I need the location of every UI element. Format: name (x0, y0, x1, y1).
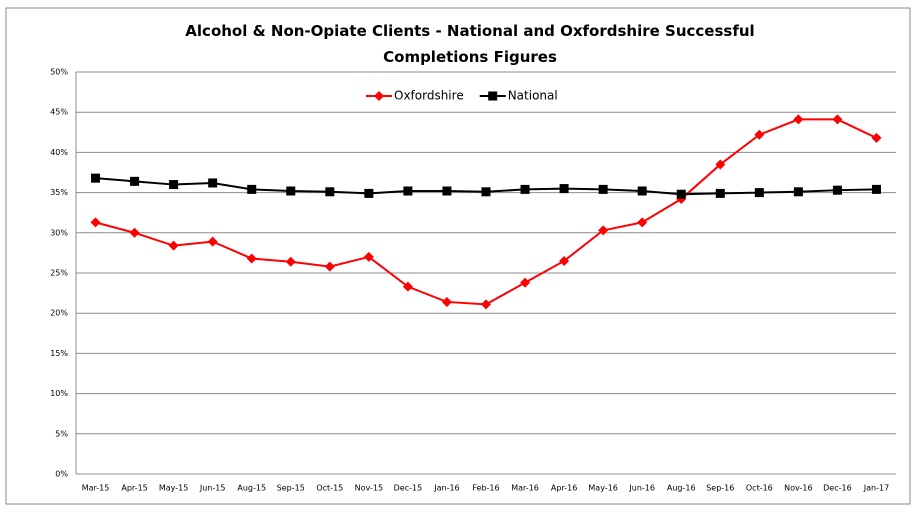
y-tick-label: 0% (55, 470, 68, 479)
marker (832, 185, 842, 195)
x-tick-label: May-16 (588, 484, 617, 493)
marker (793, 187, 803, 197)
chart-title: Alcohol & Non-Opiate Clients - National … (185, 22, 755, 66)
marker (247, 184, 257, 194)
marker (325, 187, 335, 197)
y-tick-label: 50% (50, 68, 68, 77)
x-tick-label: Dec-16 (823, 484, 852, 493)
x-tick-label: Jan-16 (433, 484, 459, 493)
marker (559, 184, 569, 194)
x-tick-label: Aug-16 (667, 484, 696, 493)
marker (441, 296, 452, 307)
x-tick-label: Oct-15 (316, 484, 343, 493)
chart-frame (5, 7, 911, 505)
y-tick-label: 40% (50, 148, 68, 157)
marker (793, 114, 804, 125)
marker (754, 188, 764, 198)
x-tick-label: Jun-15 (199, 484, 226, 493)
x-tick-label: Jun-16 (628, 484, 655, 493)
marker (208, 178, 218, 188)
legend-label: National (508, 89, 558, 103)
x-tick-label: Sep-15 (277, 484, 305, 493)
marker (871, 132, 882, 143)
x-tick-label: Oct-16 (746, 484, 773, 493)
marker (364, 188, 374, 198)
y-tick-label: 15% (50, 349, 68, 358)
marker (90, 217, 101, 228)
marker (285, 256, 296, 267)
marker (129, 227, 140, 238)
y-tick-label: 20% (50, 309, 68, 318)
marker (403, 186, 413, 196)
marker (324, 261, 335, 272)
x-tick-label: Mar-15 (82, 484, 110, 493)
x-tick-label: Feb-16 (472, 484, 499, 493)
marker (481, 187, 491, 197)
marker (442, 186, 452, 196)
marker (246, 253, 257, 264)
marker (169, 180, 179, 190)
y-tick-label: 35% (50, 188, 68, 197)
marker (402, 281, 413, 292)
y-tick-label: 5% (55, 429, 68, 438)
legend-marker (374, 91, 384, 101)
y-tick-label: 25% (50, 269, 68, 278)
marker (754, 129, 765, 140)
marker (168, 240, 179, 251)
marker (559, 255, 570, 266)
x-tick-label: Dec-15 (394, 484, 423, 493)
x-tick-label: Jan-17 (863, 484, 889, 493)
marker (676, 189, 686, 199)
x-tick-label: Sep-16 (706, 484, 734, 493)
x-tick-label: Apr-15 (121, 484, 147, 493)
marker (363, 251, 374, 262)
marker (130, 176, 140, 186)
marker (637, 217, 648, 228)
marker (715, 159, 726, 170)
legend-label: Oxfordshire (394, 89, 464, 103)
y-tick-label: 30% (50, 228, 68, 237)
y-tick-label: 10% (50, 389, 68, 398)
x-tick-label: Aug-15 (237, 484, 266, 493)
marker (91, 173, 101, 183)
x-tick-label: Apr-16 (551, 484, 577, 493)
x-tick-label: Nov-16 (784, 484, 812, 493)
marker (832, 114, 843, 125)
marker (715, 188, 725, 198)
marker (598, 225, 609, 236)
marker (520, 277, 531, 288)
marker (520, 184, 530, 194)
marker (481, 299, 491, 310)
legend-marker (488, 91, 498, 101)
x-tick-label: May-15 (159, 484, 188, 493)
marker (871, 184, 881, 194)
x-tick-label: Mar-16 (511, 484, 539, 493)
marker (637, 186, 647, 196)
marker (286, 186, 296, 196)
marker (598, 184, 608, 194)
x-tick-label: Nov-15 (355, 484, 383, 493)
marker (207, 236, 218, 247)
y-tick-label: 45% (50, 108, 68, 117)
